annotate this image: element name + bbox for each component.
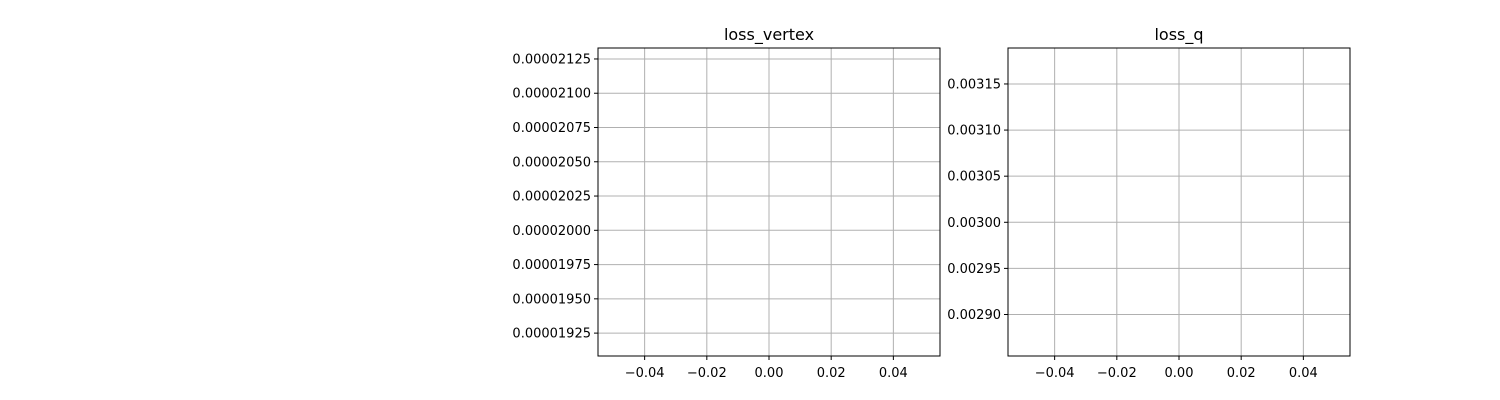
- chart-panel-loss-vertex: loss_vertex −0.04 −0.02 0.00 0.02 0.04 0.0000…: [512, 25, 941, 381]
- y-tick-label: 0.00002025: [512, 190, 591, 205]
- y-tick-label: 0.00300: [947, 216, 1001, 231]
- y-tick-label: 0.00002050: [512, 155, 591, 170]
- y-tick-label: 0.00001975: [512, 258, 591, 273]
- x-tick-label: 0.00: [1165, 366, 1194, 381]
- x-tick-label: 0.00: [755, 366, 784, 381]
- y-tick-label: 0.00295: [947, 262, 1001, 277]
- chart-title: loss_q: [1154, 25, 1203, 45]
- x-tick-label: 0.04: [1289, 366, 1318, 381]
- y-tick-label: 0.00001950: [512, 292, 591, 307]
- y-tick-label: 0.00002075: [512, 121, 591, 136]
- y-tick-label: 0.00002100: [512, 87, 591, 102]
- x-tick-label: −0.02: [687, 366, 727, 381]
- x-tick-label: −0.04: [625, 366, 665, 381]
- x-tick-label: 0.02: [817, 366, 846, 381]
- x-tick-label: 0.04: [879, 366, 908, 381]
- y-tick-label: 0.00310: [947, 124, 1001, 139]
- y-tick-label: 0.00290: [947, 308, 1001, 323]
- chart-panel-loss-q: loss_q −0.04 −0.02 0.00 0.02 0.04 0.00290 0.00…: [947, 25, 1351, 381]
- y-tick-label: 0.00002000: [512, 224, 591, 239]
- x-tick-label: −0.02: [1097, 366, 1137, 381]
- y-tick-label: 0.00001925: [512, 327, 591, 342]
- y-tick-label: 0.00002125: [512, 52, 591, 67]
- y-tick-label: 0.00305: [947, 170, 1001, 185]
- x-tick-label: −0.04: [1035, 366, 1075, 381]
- y-tick-label: 0.00315: [947, 77, 1001, 92]
- chart-title: loss_vertex: [724, 25, 814, 45]
- x-tick-label: 0.02: [1227, 366, 1256, 381]
